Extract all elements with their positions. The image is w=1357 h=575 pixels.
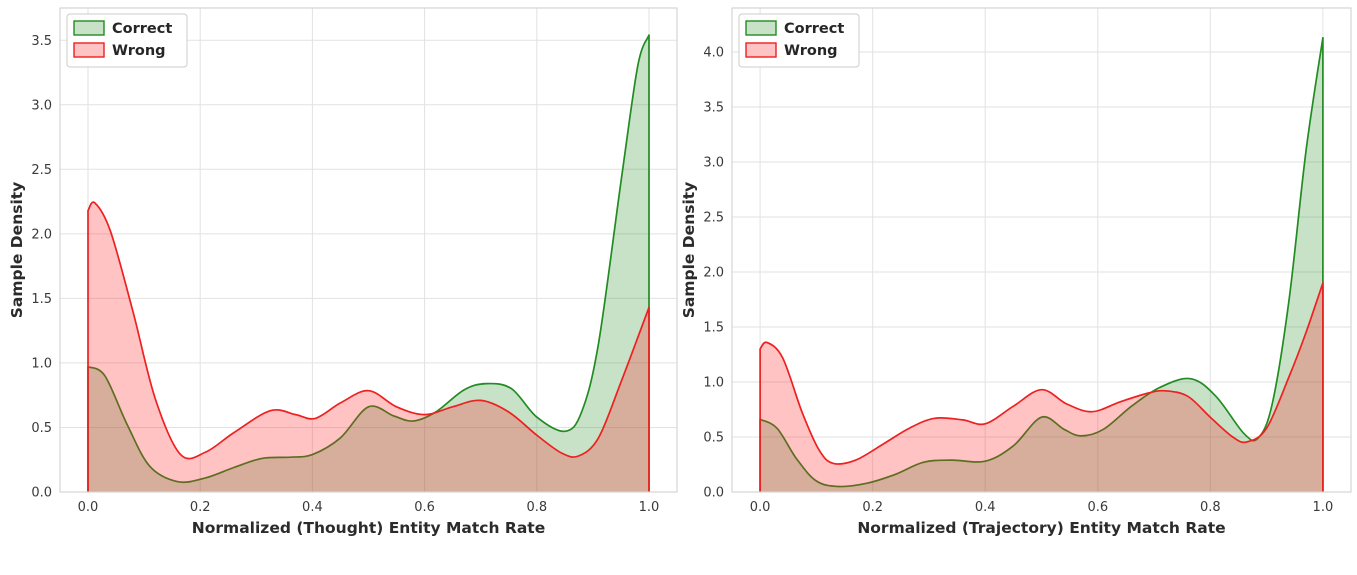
chart-background (678, 0, 1357, 575)
y-tick-label: 1.5 (703, 321, 724, 336)
legend-label-wrong: Wrong (784, 43, 838, 59)
y-tick-label: 2.0 (703, 266, 724, 281)
legend-label-wrong: Wrong (112, 43, 166, 59)
y-tick-label: 2.5 (703, 211, 724, 226)
x-tick-label: 0.2 (190, 500, 211, 515)
y-tick-label: 0.5 (31, 421, 52, 436)
legend-box (66, 13, 188, 68)
x-tick-label: 0.6 (414, 500, 435, 515)
y-tick-label: 3.5 (703, 101, 724, 116)
y-tick-label: 4.0 (703, 46, 724, 61)
y-tick-label: 2.5 (31, 163, 52, 178)
x-tick-label: 0.2 (862, 500, 883, 515)
legend: Correct Wrong (66, 13, 188, 68)
left-chart: 0.0 0.5 1.0 1.5 2.0 2.5 3.0 3.5 0.0 0.2 0.4 0.6 0.8 1… (0, 0, 678, 575)
legend-swatch-correct (73, 20, 105, 36)
legend-label-correct: Correct (112, 21, 172, 37)
series-wrong-line (87, 201, 650, 492)
series-correct-line (759, 36, 1324, 492)
x-tick-label: 0.8 (1200, 500, 1221, 515)
y-tick-label: 1.5 (31, 292, 52, 307)
x-axis-label: Normalized (Thought) Entity Match Rate (192, 519, 545, 537)
y-tick-label: 3.0 (31, 98, 52, 113)
x-tick-label: 0.0 (750, 500, 771, 515)
series-wrong-area (760, 283, 1323, 492)
plot-border (731, 7, 1352, 493)
y-tick-label: 0.0 (31, 486, 52, 501)
legend-swatch-correct (745, 20, 777, 36)
series-group (759, 36, 1324, 492)
series-correct-line (87, 34, 650, 492)
chart-background (0, 0, 678, 575)
plot-border (59, 7, 678, 493)
legend: Correct Wrong (738, 13, 860, 68)
tick-labels: 0.0 0.5 1.0 1.5 2.0 2.5 3.0 3.5 0.0 0.2 0.4 0.6 0.8 1… (31, 34, 659, 515)
x-tick-label: 0.4 (302, 500, 323, 515)
legend-label-correct: Correct (784, 21, 844, 37)
y-axis-label: Sample Density (8, 182, 26, 319)
y-tick-label: 0.0 (703, 486, 724, 501)
x-tick-label: 0.4 (975, 500, 996, 515)
x-axis-label: Normalized (Trajectory) Entity Match Rat… (857, 519, 1225, 537)
y-tick-label: 1.0 (31, 356, 52, 371)
legend-box (738, 13, 860, 68)
legend-swatch-wrong (745, 42, 777, 58)
y-axis-label: Sample Density (680, 182, 698, 319)
x-tick-label: 1.0 (639, 500, 660, 515)
x-tick-label: 0.0 (78, 500, 99, 515)
y-tick-label: 3.5 (31, 34, 52, 49)
y-tick-label: 0.5 (703, 431, 724, 446)
x-tick-label: 0.6 (1087, 500, 1108, 515)
series-wrong-area (88, 202, 649, 492)
legend-swatch-wrong (73, 42, 105, 58)
series-group (87, 34, 650, 492)
series-wrong-line (759, 282, 1324, 492)
y-tick-label: 3.0 (703, 156, 724, 171)
right-chart: 0.0 0.5 1.0 1.5 2.0 2.5 3.0 3.5 4.0 0.0 0.2 0.4 0.6 0… (678, 0, 1357, 575)
x-tick-label: 0.8 (526, 500, 547, 515)
y-tick-label: 1.0 (703, 376, 724, 391)
series-correct-area (760, 37, 1323, 492)
x-tick-label: 1.0 (1313, 500, 1334, 515)
tick-labels: 0.0 0.5 1.0 1.5 2.0 2.5 3.0 3.5 4.0 0.0 0.2 0.4 0.6 0… (703, 46, 1333, 516)
y-tick-label: 2.0 (31, 227, 52, 242)
